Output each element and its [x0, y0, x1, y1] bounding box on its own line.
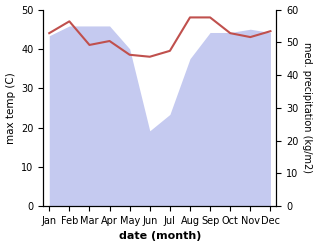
Y-axis label: max temp (C): max temp (C) — [5, 72, 16, 144]
X-axis label: date (month): date (month) — [119, 231, 201, 242]
Y-axis label: med. precipitation (kg/m2): med. precipitation (kg/m2) — [302, 42, 313, 173]
